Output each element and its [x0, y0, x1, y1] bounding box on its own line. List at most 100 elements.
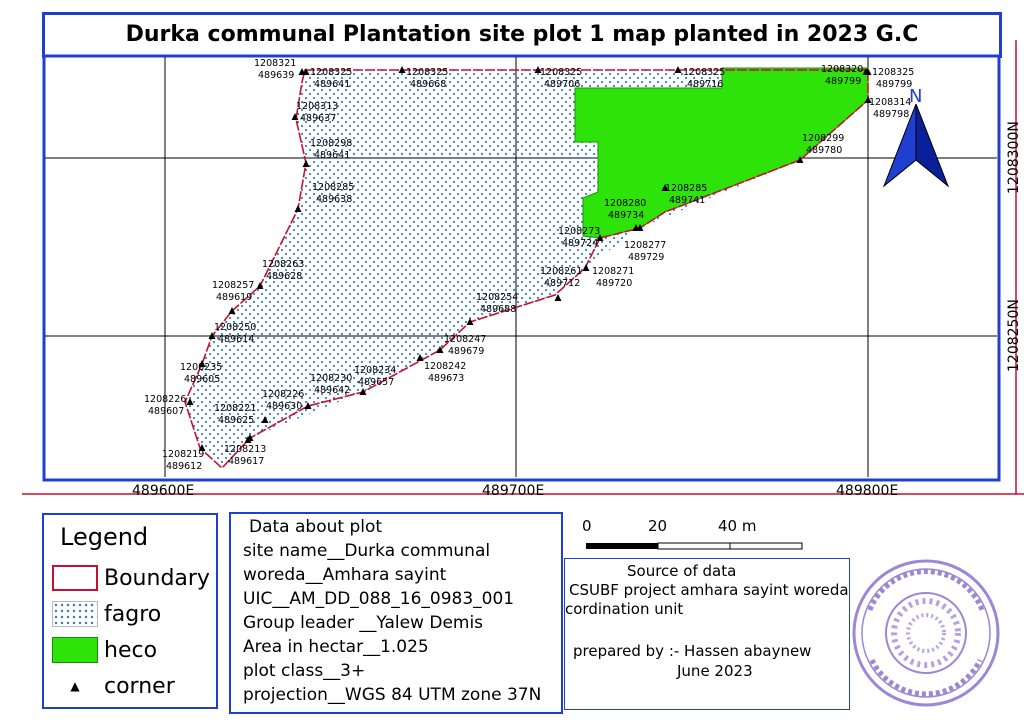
corner-northing-label: 1208257 — [212, 280, 254, 291]
boundary-swatch — [52, 565, 98, 591]
corner-easting-label: 489617 — [228, 456, 264, 467]
corner-northing-label: 1208226 — [262, 389, 304, 400]
corner-easting-label: 489673 — [428, 373, 464, 384]
corner-easting-label: 489630 — [266, 401, 302, 412]
corner-northing-label: 1208313 — [296, 101, 338, 112]
corner-northing-label: 1208321 — [254, 58, 296, 69]
corner-easting-label: 489619 — [216, 292, 252, 303]
corner-easting-label: 489614 — [218, 334, 254, 345]
source-heading: Source of data — [627, 562, 737, 580]
legend-item-fagro: fagro — [52, 599, 161, 629]
scale-label-0: 0 — [582, 517, 592, 535]
heco-swatch — [52, 637, 98, 663]
corner-marker — [198, 360, 206, 367]
easting-label-489800: 489800E — [836, 483, 898, 499]
office-stamp-icon — [852, 559, 1000, 707]
corner-northing-label: 1208254 — [476, 292, 518, 303]
corner-northing-label: 1208285 — [665, 183, 707, 194]
corner-easting-label: 489706 — [544, 79, 580, 90]
legend-label-boundary: Boundary — [104, 565, 210, 591]
corner-marker — [261, 416, 269, 423]
corner-marker — [198, 444, 206, 451]
corner-northing-label: 1208230 — [310, 373, 352, 384]
source-line-2: cordination unit — [565, 600, 684, 618]
corner-marker — [436, 346, 444, 353]
legend-label-heco: heco — [104, 637, 158, 663]
corner-northing-label: 1208277 — [624, 240, 666, 251]
plot-info-site-name: site name__Durka communal — [243, 541, 491, 561]
corner-northing-label: 1208261 — [540, 266, 582, 277]
corner-northing-label: 1208250 — [214, 322, 256, 333]
corner-marker — [256, 282, 264, 289]
plot-info-woreda: woreda__Amhara sayint — [243, 565, 447, 585]
corner-easting-label: 489639 — [258, 70, 294, 81]
northing-label-1208300: 1208300N — [1006, 121, 1022, 194]
corner-northing-label: 1208320 — [821, 64, 863, 75]
corner-easting-label: 489607 — [148, 406, 184, 417]
corner-marker — [596, 234, 604, 241]
corner-easting-label: 489628 — [266, 271, 302, 282]
legend-item-heco: heco — [52, 635, 157, 665]
corner-marker — [186, 398, 194, 405]
north-label: N — [909, 86, 922, 107]
corner-marker — [208, 332, 216, 339]
scale-bar: 0 20 40 m — [582, 517, 803, 550]
corner-easting-label: 489637 — [300, 113, 336, 124]
corner-easting-label: 489741 — [669, 195, 705, 206]
plot-info-area: Area in hectar__1.025 — [243, 637, 429, 657]
corner-easting-label: 489780 — [806, 145, 842, 156]
corner-northing-label: 1208235 — [180, 362, 222, 373]
corner-marker — [534, 66, 542, 73]
corner-marker — [632, 224, 640, 231]
corner-northing-label: 1208314 — [869, 97, 911, 108]
legend-item-corner: ▲ corner — [52, 671, 174, 701]
scale-label-20: 20 — [648, 517, 667, 535]
source-line-1: CSUBF project amhara sayint woreda — [569, 581, 849, 599]
corner-easting-label: 489799 — [825, 76, 861, 87]
plot-info-group-leader: Group leader __Yalew Demis — [243, 613, 484, 633]
corner-easting-label: 489679 — [448, 346, 484, 357]
corner-marker — [244, 436, 252, 443]
corner-easting-label: 489612 — [166, 461, 202, 472]
corner-marker — [304, 402, 312, 409]
corner-marker — [582, 264, 590, 271]
corner-easting-label: 489720 — [596, 278, 632, 289]
corner-northing-label: 1208280 — [604, 198, 646, 209]
plot-info-box: Data about plot site name__Durka communa… — [229, 512, 563, 714]
corner-northing-label: 1208285 — [312, 182, 354, 193]
corner-northing-label: 1208325 — [872, 67, 914, 78]
corner-marker — [466, 318, 474, 325]
legend: Legend Boundary fagro heco ▲ corner — [42, 513, 218, 709]
easting-label-489700: 489700E — [482, 483, 544, 499]
corner-easting-label: 489641 — [314, 79, 350, 90]
fagro-swatch — [52, 601, 98, 627]
corner-northing-label: 1208263 — [262, 259, 304, 270]
corner-marker — [302, 160, 310, 167]
corner-northing-label: 1208298 — [310, 138, 352, 149]
corner-marker — [302, 68, 310, 75]
corner-easting-label: 489688 — [480, 304, 516, 315]
corner-northing-label: 1208271 — [592, 266, 634, 277]
legend-item-boundary: Boundary — [52, 563, 210, 593]
north-arrow-icon: N — [882, 86, 950, 188]
corner-easting-label: 489734 — [608, 210, 644, 221]
corner-triangle-icon: ▲ — [70, 679, 80, 693]
corner-easting-label: 489716 — [687, 79, 723, 90]
corner-easting-label: 489642 — [314, 385, 350, 396]
corner-marker — [661, 184, 669, 191]
corner-northing-label: 1208325 — [406, 67, 448, 78]
corner-northing-label: 1208213 — [224, 444, 266, 455]
map-title: Durka communal Plantation site plot 1 ma… — [42, 12, 1002, 58]
easting-label-489600: 489600E — [132, 483, 194, 499]
plot-info-plot-class: plot class__3+ — [243, 661, 366, 681]
corner-marker — [398, 66, 406, 73]
corner-easting-label: 489625 — [218, 415, 254, 426]
corner-easting-label: 489798 — [873, 109, 909, 120]
corner-northing-label: 1208221 — [214, 403, 256, 414]
corner-marker — [674, 66, 682, 73]
corner-easting-label: 489641 — [314, 150, 350, 161]
corner-marker — [359, 388, 367, 395]
corner-northing-label: 1208226 — [144, 394, 186, 405]
